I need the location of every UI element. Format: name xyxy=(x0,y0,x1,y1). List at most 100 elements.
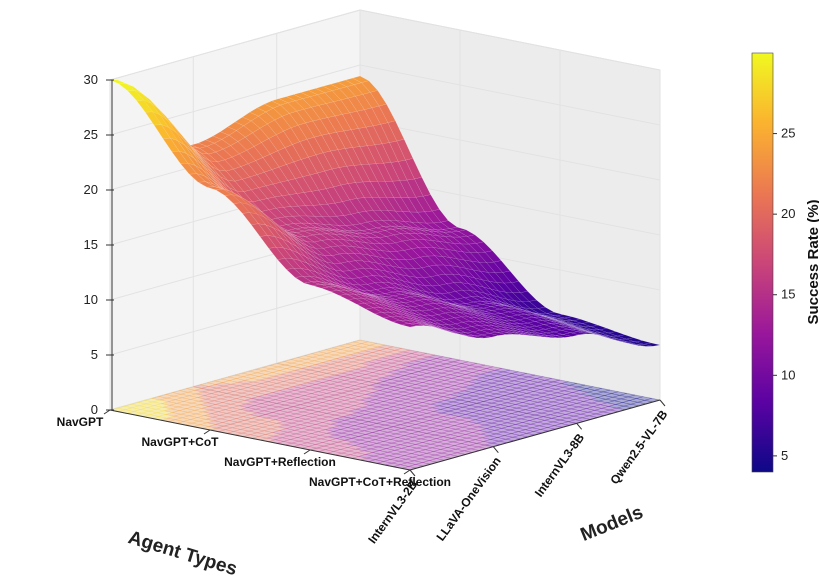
contour-cell xyxy=(462,385,479,390)
contour-cell xyxy=(403,409,419,414)
contour-cell xyxy=(166,415,183,420)
contour-cell xyxy=(404,373,420,378)
surface-patch xyxy=(446,242,464,253)
contour-cell xyxy=(272,430,288,435)
contour-cell xyxy=(311,391,327,396)
contour-cell xyxy=(487,390,504,395)
contour-cell xyxy=(328,434,344,439)
contour-cell xyxy=(215,382,231,387)
contour-cell xyxy=(397,435,413,440)
contour-cell xyxy=(489,373,505,378)
contour-cell xyxy=(158,414,174,419)
contour-cell xyxy=(354,343,370,348)
contour-cell xyxy=(355,406,372,412)
contour-cell xyxy=(287,430,304,435)
contour-cell xyxy=(551,416,567,421)
contour-cell xyxy=(378,444,394,449)
contour-cell xyxy=(275,377,291,382)
contour-cell xyxy=(376,441,392,446)
contour-cell xyxy=(244,398,261,403)
contour-cell xyxy=(436,376,452,381)
contour-cell xyxy=(318,369,334,374)
contour-cell xyxy=(291,380,308,385)
surface-patch xyxy=(634,340,652,345)
contour-cell xyxy=(280,371,297,377)
contour-cell xyxy=(443,414,459,419)
contour-cell xyxy=(409,427,426,432)
surface-patch xyxy=(118,83,136,92)
contour-cell xyxy=(373,353,390,359)
contour-cell xyxy=(205,396,222,402)
contour-cell xyxy=(171,406,187,411)
contour-floor xyxy=(109,339,661,471)
contour-cell xyxy=(355,366,372,372)
surface-patch xyxy=(461,306,478,311)
contour-cell xyxy=(290,437,306,442)
contour-cell xyxy=(205,416,222,422)
contour-cell xyxy=(298,398,315,404)
contour-cell xyxy=(586,406,602,411)
contour-cell xyxy=(447,445,463,450)
contour-cell xyxy=(339,383,355,388)
contour-cell xyxy=(414,458,430,463)
contour-cell xyxy=(265,372,281,377)
contour-cell xyxy=(350,392,366,397)
contour-cell xyxy=(409,387,426,392)
contour-cell xyxy=(301,366,317,371)
contour-cell xyxy=(558,414,574,419)
models-axis-tick-label: InternVL3-8B xyxy=(532,431,587,500)
contour-cell xyxy=(340,427,356,432)
contour-cell xyxy=(398,378,415,384)
surface-patch xyxy=(230,141,248,155)
contour-cell xyxy=(546,421,562,426)
contour-cell xyxy=(278,404,294,409)
surface-patch xyxy=(392,305,409,313)
contour-cell xyxy=(509,427,526,432)
contour-cell xyxy=(258,414,274,419)
contour-cell xyxy=(405,436,422,442)
contour-cell xyxy=(348,368,365,374)
contour-cell xyxy=(476,421,492,426)
contour-cell xyxy=(398,418,415,424)
contour-cell xyxy=(390,377,406,382)
contour-cell xyxy=(487,430,504,435)
contour-cell xyxy=(557,390,573,395)
contour-cell xyxy=(309,427,326,432)
contour-cell xyxy=(276,421,292,426)
contour-cell xyxy=(311,371,327,376)
contour-cell xyxy=(215,402,231,407)
surface-patch xyxy=(313,240,332,249)
surface-patch xyxy=(383,287,400,293)
contour-cell xyxy=(479,368,495,373)
contour-cell xyxy=(323,443,340,449)
contour-cell xyxy=(433,409,449,414)
surface-patch xyxy=(352,223,370,231)
contour-cell xyxy=(304,373,320,378)
contour-cell xyxy=(233,429,249,434)
contour-cell xyxy=(465,372,481,377)
contour-cell xyxy=(190,417,206,422)
contour-cell xyxy=(241,430,258,435)
surface-patch xyxy=(365,275,383,283)
surface-patch xyxy=(453,282,471,291)
contour-cell xyxy=(284,422,301,427)
contour-cell xyxy=(437,380,454,385)
contour-cell xyxy=(312,375,329,380)
surface-patch xyxy=(477,251,495,263)
contour-cell xyxy=(473,413,490,419)
contour-cell xyxy=(507,380,523,385)
contour-cell xyxy=(403,349,419,354)
contour-cell xyxy=(289,413,305,418)
contour-cell xyxy=(246,421,262,426)
surface-patch xyxy=(289,110,306,126)
contour-cell xyxy=(332,405,348,410)
contour-cell xyxy=(543,414,559,419)
contour-cell xyxy=(494,408,511,413)
contour-cell xyxy=(383,379,399,384)
contour-cell xyxy=(172,390,188,395)
contour-cell xyxy=(416,425,433,430)
contour-cell xyxy=(200,382,216,387)
surface-patch xyxy=(423,324,440,329)
contour-cell xyxy=(248,368,265,374)
contour-cell xyxy=(298,378,315,384)
